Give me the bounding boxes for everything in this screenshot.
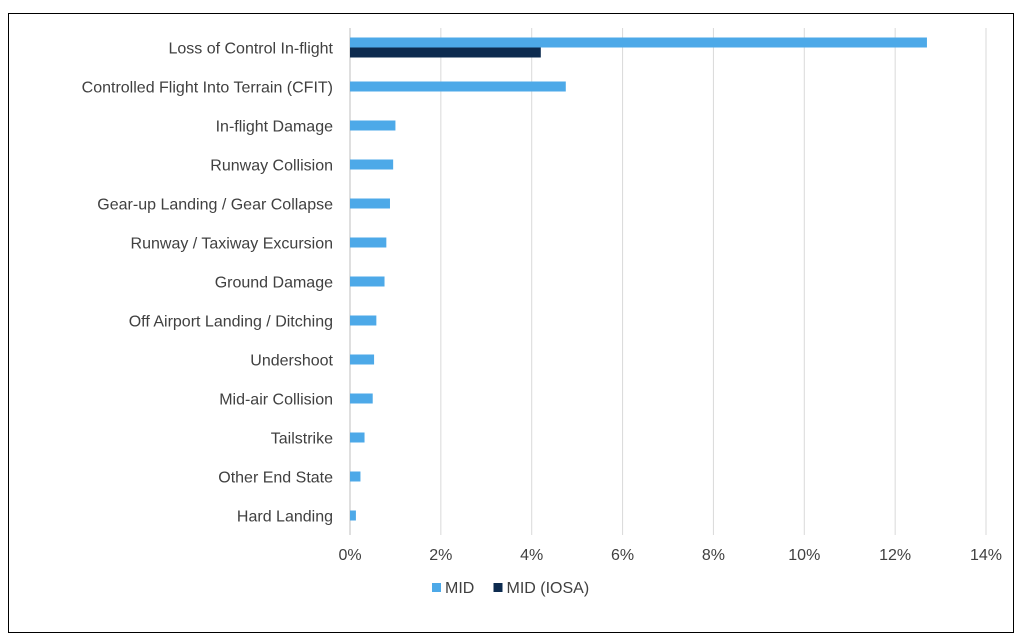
bars xyxy=(350,37,927,521)
bar-mid xyxy=(350,120,396,131)
legend-swatch xyxy=(493,583,503,592)
bar-mid xyxy=(350,432,365,443)
category-label: Mid-air Collision xyxy=(219,392,333,409)
category-label: Undershoot xyxy=(250,353,333,370)
legend-swatch xyxy=(432,583,441,592)
bar-mid xyxy=(350,198,390,209)
gridlines xyxy=(349,28,987,535)
bar-mid xyxy=(350,471,361,482)
category-label: In-flight Damage xyxy=(216,119,333,136)
bar-mid xyxy=(350,81,566,92)
bar-mid xyxy=(350,237,387,248)
x-tick-label: 2% xyxy=(429,547,452,564)
bar-mid xyxy=(350,159,394,170)
category-label: Ground Damage xyxy=(215,275,333,292)
category-label: Loss of Control In-flight xyxy=(168,41,333,58)
bar-mid xyxy=(350,510,356,521)
category-label: Runway Collision xyxy=(210,158,333,175)
category-label: Other End State xyxy=(218,470,333,487)
bar-chart: Loss of Control In-flight Controlled Flig… xyxy=(82,28,1002,597)
bar-mid xyxy=(350,393,373,404)
x-tick-label: 4% xyxy=(520,547,543,564)
x-tick-label: 8% xyxy=(702,547,725,564)
category-labels: Loss of Control In-flight Controlled Flig… xyxy=(82,41,334,526)
bar-mid xyxy=(350,276,385,287)
bar-mid xyxy=(350,37,927,48)
x-tick-label: 6% xyxy=(611,547,634,564)
x-tick-labels: 0% 2% 4% 6% 8% 10% 12% 14% xyxy=(338,547,1002,564)
x-tick-label: 12% xyxy=(879,547,911,564)
legend-label: MID xyxy=(445,580,474,597)
chart-frame xyxy=(8,13,1014,633)
category-label: Runway / Taxiway Excursion xyxy=(131,236,333,253)
x-tick-label: 10% xyxy=(788,547,820,564)
legend-label: MID (IOSA) xyxy=(507,580,590,597)
category-label: Hard Landing xyxy=(237,509,333,526)
category-label: Tailstrike xyxy=(271,431,333,448)
category-label: Controlled Flight Into Terrain (CFIT) xyxy=(82,80,333,97)
bar-mid xyxy=(350,354,375,365)
category-label: Off Airport Landing / Ditching xyxy=(129,314,333,331)
category-label: Gear-up Landing / Gear Collapse xyxy=(97,197,333,214)
x-tick-label: 14% xyxy=(970,547,1002,564)
x-tick-label: 0% xyxy=(338,547,361,564)
legend: MID MID (IOSA) xyxy=(432,580,589,597)
bar-mid xyxy=(350,315,377,326)
bar-mid-iosa xyxy=(350,47,541,58)
